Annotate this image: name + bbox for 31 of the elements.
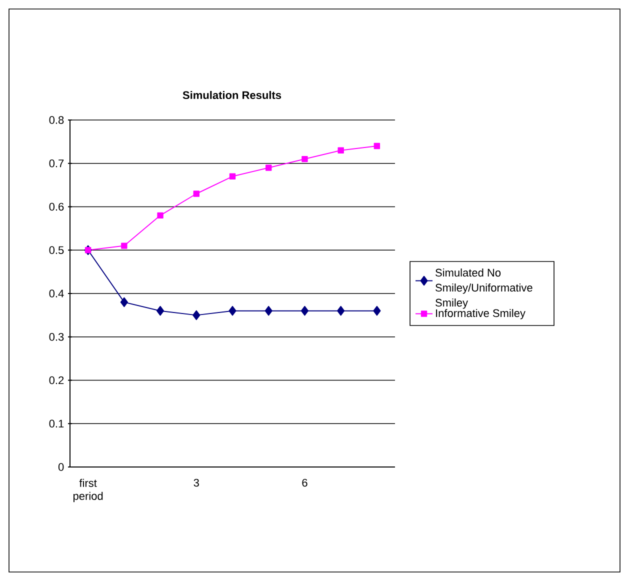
- legend-label: Informative Smiley: [436, 308, 526, 320]
- x-tick-label: 3: [194, 478, 199, 487]
- point: [302, 156, 308, 162]
- y-tick-label: 0.1: [49, 420, 64, 428]
- x-tick-label: first period: [73, 478, 103, 502]
- y-tick-label: 0.2: [49, 376, 64, 384]
- y-tick-label: 0.5: [49, 246, 64, 254]
- point: [157, 212, 164, 219]
- point: [373, 306, 381, 316]
- point: [121, 242, 128, 249]
- point: [264, 306, 272, 316]
- y-tick-label: 0: [58, 463, 64, 471]
- x-tick-label: 6: [302, 478, 308, 487]
- point: [192, 310, 200, 320]
- point: [156, 306, 164, 316]
- chart-title: Simulation Results: [182, 90, 282, 100]
- y-tick-label: 0.3: [49, 332, 64, 341]
- y-tick-label: 0.7: [49, 159, 64, 168]
- point: [300, 306, 309, 316]
- point: [338, 147, 344, 154]
- point: [374, 142, 380, 150]
- y-tick-label: 0.8: [49, 116, 64, 124]
- point: [229, 173, 236, 180]
- point: [120, 297, 128, 308]
- point: [193, 190, 200, 197]
- y-tick-label: 0.6: [49, 202, 64, 211]
- point: [337, 306, 345, 316]
- y-tick-label: 0.4: [49, 290, 64, 298]
- legend-label: Simulated No Smiley/Uniformative Smiley: [436, 268, 532, 309]
- point: [228, 306, 236, 316]
- point: [266, 164, 272, 171]
